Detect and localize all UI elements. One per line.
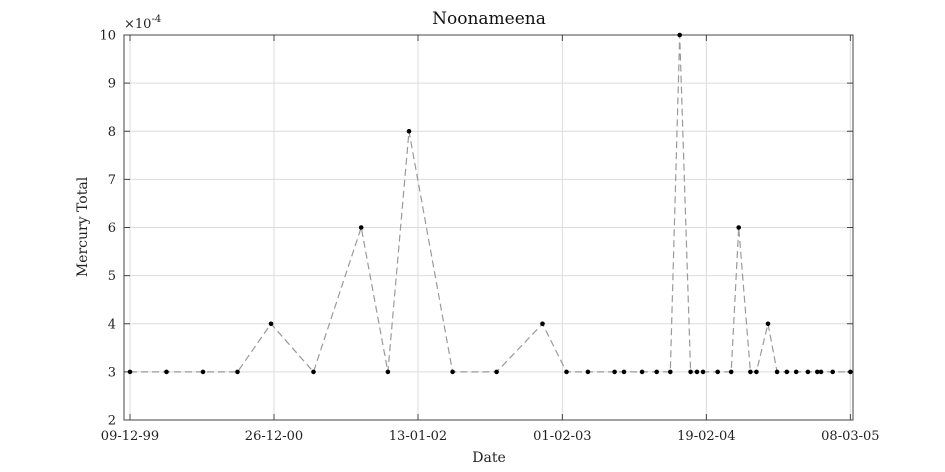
data-point: [494, 369, 499, 375]
data-point: [639, 369, 645, 375]
data-point: [805, 369, 811, 375]
axis-ticks: [124, 34, 853, 421]
data-point: [268, 321, 274, 327]
data-point: [694, 369, 700, 375]
y-tick-label: 7: [108, 173, 116, 188]
x-tick-labels: 09-12-99 26-12-00 13-01-02 01-02-03 19-02-04…: [101, 429, 880, 444]
y-tick-label: 6: [108, 221, 116, 236]
data-point: [815, 369, 820, 375]
data-point: [450, 369, 455, 375]
y-tick-label: 8: [108, 125, 116, 140]
data-point: [830, 369, 835, 375]
data-point: [848, 369, 853, 375]
data-point: [358, 225, 364, 230]
y-exponent-power: -4: [151, 14, 161, 25]
data-point: [127, 369, 133, 375]
data-point: [754, 369, 759, 375]
data-point: [585, 369, 591, 375]
data-point: [818, 369, 824, 375]
y-axis-label: Mercury Total: [75, 176, 91, 277]
y-tick-label: 2: [108, 414, 116, 429]
x-axis-label: Date: [472, 450, 505, 466]
y-tick-label: 4: [108, 317, 116, 332]
series-line: [130, 34, 851, 374]
x-tick-label: 26-12-00: [245, 429, 303, 444]
y-tick-label: 5: [108, 269, 116, 284]
data-point: [748, 369, 753, 375]
grid-lines: [124, 34, 853, 421]
data-point: [200, 369, 206, 375]
data-point: [793, 369, 799, 375]
y-tick-label: 9: [108, 77, 116, 92]
data-point: [700, 369, 706, 375]
data-point: [235, 369, 240, 375]
data-point: [621, 369, 627, 375]
data-point: [654, 369, 659, 375]
data-point: [564, 369, 569, 375]
y-tick-labels: 2 3 4 5 6 7 8 9 10: [99, 29, 116, 429]
data-point: [311, 369, 316, 375]
data-point: [668, 369, 673, 375]
data-point: [774, 369, 780, 375]
data-point: [164, 369, 169, 375]
data-point: [715, 369, 720, 375]
data-point: [540, 321, 545, 327]
data-point: [677, 32, 682, 38]
data-point: [688, 369, 693, 375]
data-points: [127, 32, 853, 375]
x-tick-label: 19-02-04: [677, 429, 735, 444]
data-point: [406, 129, 412, 134]
data-point: [728, 369, 734, 375]
y-tick-label: 3: [108, 365, 116, 380]
x-tick-label: 13-01-02: [389, 429, 447, 444]
y-exponent-base: ×10: [124, 17, 151, 32]
y-exponent-label: ×10-4: [124, 14, 161, 32]
x-tick-label: 01-02-03: [533, 429, 591, 444]
data-point: [784, 369, 790, 375]
data-point: [612, 369, 617, 375]
data-point: [765, 321, 771, 327]
chart-title: Noonameena: [432, 9, 546, 29]
x-tick-label: 09-12-99: [101, 429, 159, 444]
y-tick-label: 10: [99, 29, 116, 44]
data-point: [736, 225, 741, 230]
data-point: [385, 369, 391, 375]
x-tick-label: 08-03-05: [821, 429, 879, 444]
